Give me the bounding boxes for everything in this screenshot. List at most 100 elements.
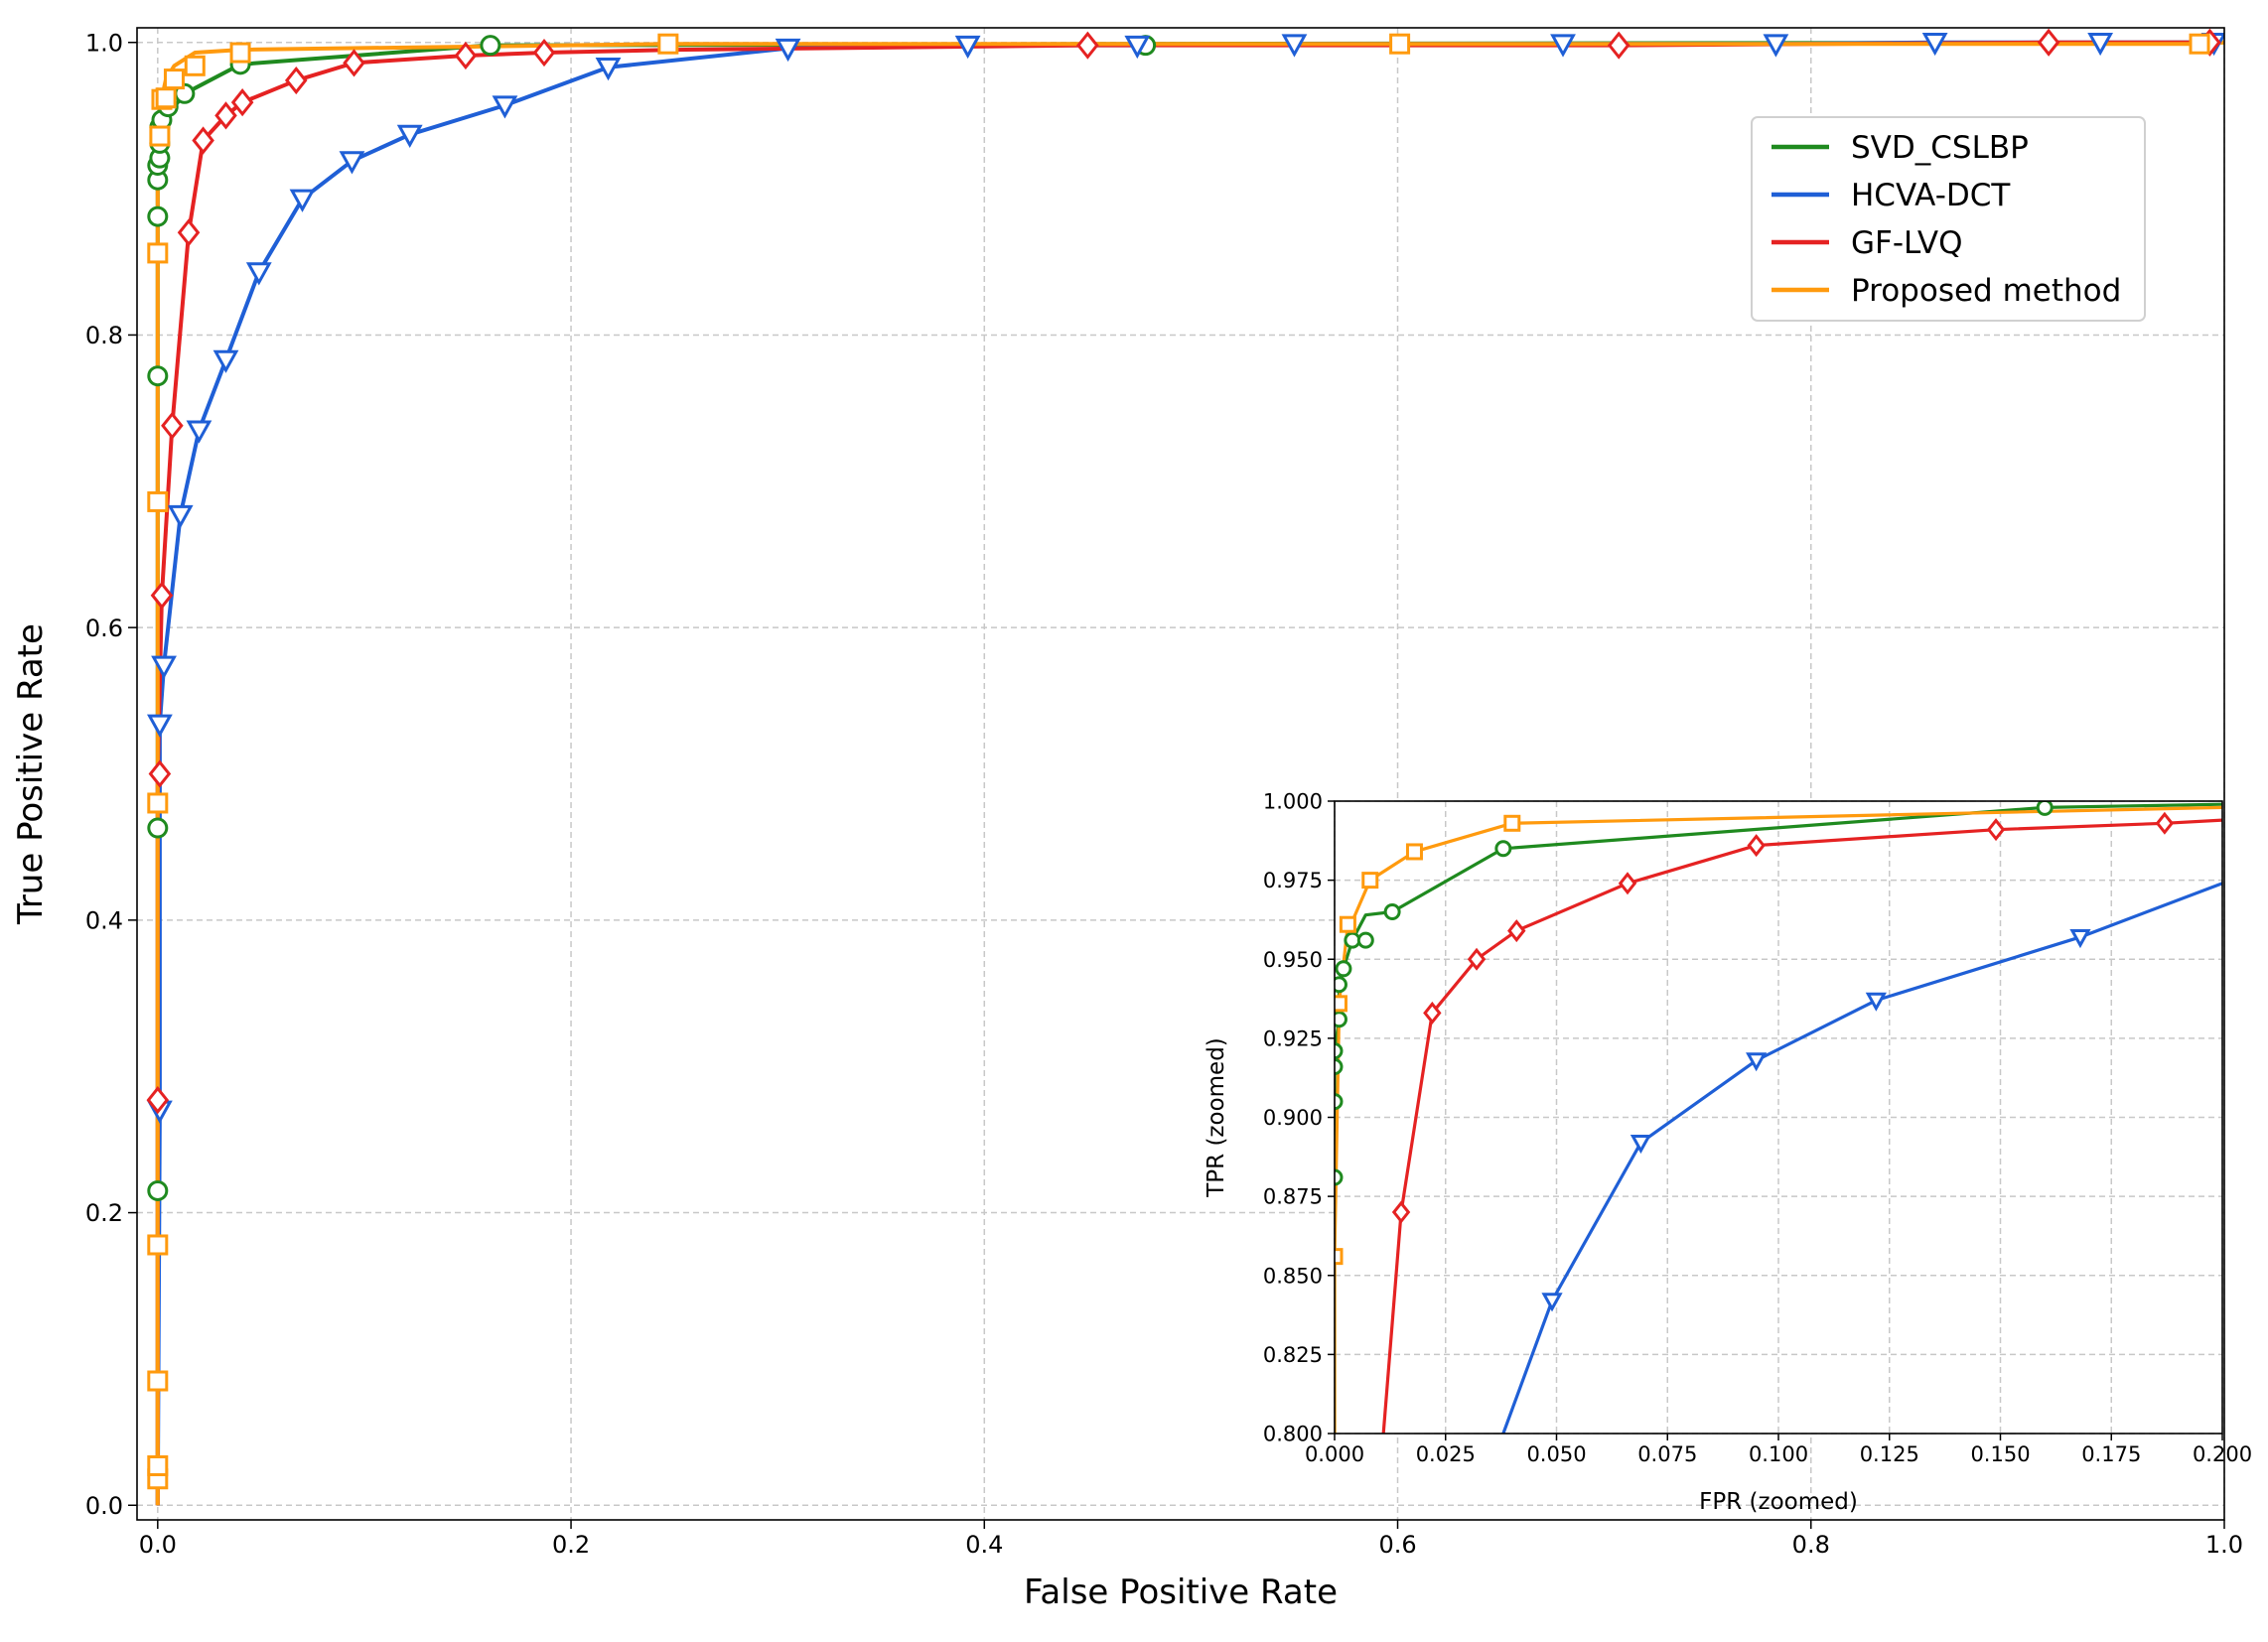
inset-ticks: 0.000 0.025 0.050 0.075 0.100 0.125 0.150 0.175… bbox=[1263, 790, 2252, 1466]
inset-x-tick-label: 0.050 bbox=[1526, 1442, 1586, 1466]
inset-x-tick-label: 0.100 bbox=[1749, 1442, 1808, 1466]
x-axis-label: False Positive Rate bbox=[1024, 1573, 1338, 1612]
y-tick-label: 0.2 bbox=[85, 1199, 123, 1227]
inset-y-tick-label: 0.850 bbox=[1263, 1264, 1323, 1288]
plot-frame bbox=[136, 27, 2225, 1521]
x-tick-label: 0.2 bbox=[552, 1531, 590, 1559]
data-point-proposed-method bbox=[147, 490, 169, 512]
legend-label-proposed-method: Proposed method bbox=[1851, 273, 2121, 309]
data-point-proposed-method bbox=[163, 68, 185, 90]
x-tick-label: 0.8 bbox=[1792, 1531, 1830, 1559]
inset-series-markers-gf-lvq bbox=[1391, 811, 2175, 1224]
inset-series-markers-proposed-method bbox=[1335, 814, 1521, 1266]
inset-data-point-gf-lvq bbox=[1618, 872, 1637, 895]
inset-x-tick-label: 0.000 bbox=[1305, 1442, 1364, 1466]
data-point-hcva-dct bbox=[492, 95, 518, 119]
inset-data-point-svd-cslbp bbox=[1335, 960, 1352, 978]
legend-label-gf-lvq: GF-LVQ bbox=[1851, 225, 1963, 261]
inset-x-tick-label: 0.025 bbox=[1416, 1442, 1476, 1466]
inset-y-axis-label: TPR (zoomed) bbox=[1204, 1037, 1229, 1198]
data-point-hcva-dct bbox=[1281, 34, 1308, 58]
data-point-gf-lvq bbox=[284, 66, 308, 95]
data-point-proposed-method bbox=[147, 792, 169, 814]
inset-data-point-svd-cslbp bbox=[1335, 1058, 1344, 1076]
inset-data-point-svd-cslbp bbox=[1383, 902, 1401, 920]
legend-box bbox=[1751, 116, 2146, 322]
data-point-proposed-method bbox=[184, 55, 206, 76]
data-point-proposed-method bbox=[1389, 33, 1411, 55]
data-point-proposed-method bbox=[147, 242, 169, 264]
inset-data-point-gf-lvq bbox=[1467, 947, 1487, 971]
inset-data-point-hcva-dct bbox=[1630, 1135, 1652, 1155]
data-point-hcva-dct bbox=[1550, 34, 1576, 58]
data-point-gf-lvq bbox=[1607, 31, 1630, 60]
data-point-hcva-dct bbox=[954, 35, 981, 60]
series-group bbox=[146, 28, 2224, 1506]
inset-data-point-svd-cslbp bbox=[1335, 1011, 1347, 1028]
inset-data-point-hcva-dct bbox=[1541, 1293, 1563, 1312]
main-plot: 0.0 0.2 0.4 0.6 0.8 1.0 0.0 0.2 0.4 0.6 0.8 1.0 Fals… bbox=[11, 27, 2243, 1612]
inset-y-tick-label: 0.875 bbox=[1263, 1185, 1323, 1209]
data-point-hcva-dct bbox=[775, 38, 801, 63]
data-point-hcva-dct bbox=[167, 504, 194, 529]
data-point-proposed-method bbox=[147, 1234, 169, 1256]
inset-x-tick-label: 0.200 bbox=[2193, 1442, 2252, 1466]
data-point-gf-lvq bbox=[343, 49, 365, 77]
x-tick-label: 1.0 bbox=[2205, 1531, 2243, 1559]
inset-data-point-gf-lvq bbox=[1507, 919, 1526, 943]
data-point-gf-lvq bbox=[214, 101, 237, 130]
data-point-svd-cslbp bbox=[147, 1179, 169, 1201]
data-point-gf-lvq bbox=[161, 411, 184, 440]
data-point-hcva-dct bbox=[595, 58, 622, 81]
inset-data-point-svd-cslbp bbox=[1494, 840, 1512, 858]
inset-y-tick-label: 0.825 bbox=[1263, 1343, 1323, 1367]
data-point-gf-lvq bbox=[148, 759, 172, 788]
inset-data-point-svd-cslbp bbox=[1335, 1093, 1344, 1111]
data-point-proposed-method bbox=[149, 125, 171, 147]
inset-data-point-gf-lvq bbox=[1391, 1200, 1411, 1224]
data-point-hcva-dct bbox=[289, 189, 316, 212]
data-point-hcva-dct bbox=[1763, 34, 1789, 58]
data-point-proposed-method bbox=[657, 33, 679, 55]
inset-y-tick-label: 1.000 bbox=[1263, 790, 1323, 814]
inset-x-tick-label: 0.075 bbox=[1637, 1442, 1697, 1466]
inset-series-markers-svd-cslbp bbox=[1335, 801, 2054, 1186]
inset-data-point-gf-lvq bbox=[2155, 811, 2175, 835]
data-point-hcva-dct bbox=[245, 262, 272, 286]
data-point-svd-cslbp bbox=[147, 817, 169, 839]
inset-x-axis-label: FPR (zoomed) bbox=[1699, 1489, 1858, 1515]
data-point-gf-lvq bbox=[177, 218, 201, 247]
series-markers-proposed-method bbox=[147, 33, 2210, 1490]
data-point-hcva-dct bbox=[151, 655, 177, 679]
y-tick-label: 0.0 bbox=[85, 1492, 123, 1520]
x-tick-label: 0.0 bbox=[139, 1531, 177, 1559]
data-point-hcva-dct bbox=[396, 124, 423, 149]
inset-data-point-svd-cslbp bbox=[2036, 801, 2054, 816]
inset-y-tick-label: 0.975 bbox=[1263, 869, 1323, 892]
data-point-proposed-method bbox=[147, 1454, 169, 1476]
x-tick-label: 0.4 bbox=[965, 1531, 1003, 1559]
data-point-gf-lvq bbox=[146, 1085, 170, 1115]
inset-data-point-proposed-method bbox=[1405, 843, 1423, 861]
inset-series-markers-hcva-dct bbox=[1541, 929, 2091, 1312]
inset-y-tick-label: 0.900 bbox=[1263, 1106, 1323, 1130]
inset-plot: 0.000 0.025 0.050 0.075 0.100 0.125 0.150 0.175… bbox=[1204, 790, 2252, 1515]
inset-data-point-svd-cslbp bbox=[1344, 931, 1361, 949]
inset-data-point-svd-cslbp bbox=[1356, 931, 1374, 949]
data-point-svd-cslbp bbox=[147, 365, 169, 387]
data-point-hcva-dct bbox=[2087, 32, 2114, 57]
legend-label-hcva-dct: HCVA-DCT bbox=[1851, 178, 2011, 213]
inset-series-group bbox=[1335, 801, 2222, 1434]
data-point-gf-lvq bbox=[454, 41, 478, 70]
series-markers-hcva-dct bbox=[146, 32, 2224, 1124]
data-point-gf-lvq bbox=[1076, 31, 1099, 60]
inset-data-point-svd-cslbp bbox=[1335, 1168, 1344, 1186]
data-point-gf-lvq bbox=[532, 38, 556, 68]
inset-data-point-gf-lvq bbox=[1747, 834, 1766, 858]
legend: SVD_CSLBP HCVA-DCT GF-LVQ Proposed method bbox=[1751, 116, 2146, 322]
inset-x-tick-label: 0.125 bbox=[1860, 1442, 1919, 1466]
inset-y-tick-label: 0.800 bbox=[1263, 1423, 1323, 1446]
series-markers-svd-cslbp bbox=[147, 35, 1157, 1201]
y-tick-label: 0.8 bbox=[85, 322, 123, 349]
